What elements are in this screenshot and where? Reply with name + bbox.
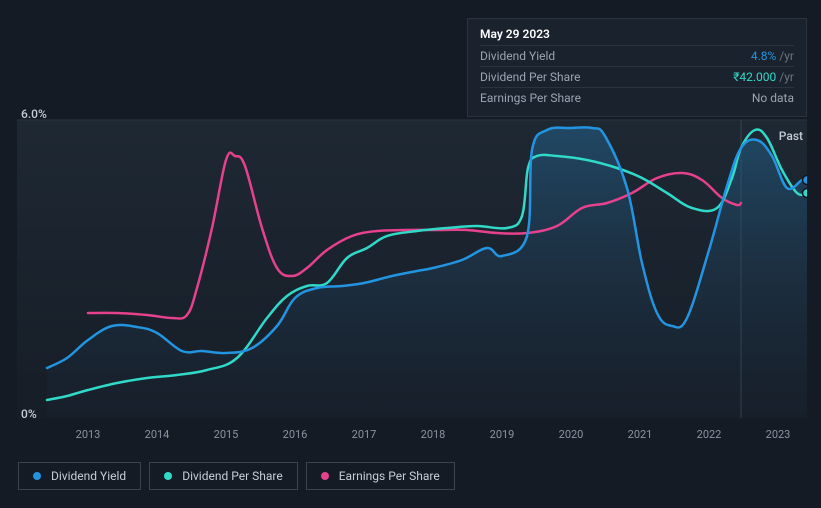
legend-item[interactable]: Dividend Per Share — [149, 462, 298, 490]
chart-tooltip: May 29 2023 Dividend Yield4.8%/yrDividen… — [467, 18, 807, 117]
tooltip-date: May 29 2023 — [480, 27, 794, 45]
legend-dot — [321, 472, 329, 480]
x-tick-label: 2016 — [283, 428, 308, 441]
x-tick-label: 2020 — [559, 428, 584, 441]
x-tick-label: 2022 — [697, 428, 722, 441]
tooltip-row: Dividend Per Share ₹42.000/yr — [480, 66, 794, 87]
x-tick-label: 2017 — [352, 428, 377, 441]
past-label: Past — [779, 129, 803, 143]
chart: 6.0% 0% Past 201320142015201620172018201… — [17, 108, 807, 448]
x-tick-label: 2023 — [766, 428, 791, 441]
tooltip-row: Earnings Per Share No data — [480, 87, 794, 108]
x-tick-label: 2018 — [421, 428, 446, 441]
tooltip-row-value: No data — [752, 91, 794, 105]
y-axis-top-label: 6.0% — [21, 107, 47, 121]
tooltip-row: Dividend Yield 4.8%/yr — [480, 45, 794, 66]
legend-label: Dividend Per Share — [182, 469, 283, 483]
x-tick-label: 2019 — [490, 428, 515, 441]
tooltip-row-unit: /yr — [779, 70, 794, 84]
legend: Dividend Yield Dividend Per Share Earnings… — [18, 462, 455, 490]
x-tick-label: 2014 — [145, 428, 170, 441]
legend-dot — [33, 472, 41, 480]
tooltip-row-label: Dividend Yield — [480, 49, 555, 63]
x-tick-label: 2013 — [76, 428, 101, 441]
tooltip-row-unit: /yr — [779, 49, 794, 63]
legend-dot — [164, 472, 172, 480]
x-tick-label: 2021 — [628, 428, 653, 441]
legend-label: Earnings Per Share — [339, 469, 440, 483]
x-tick-label: 2015 — [214, 428, 239, 441]
chart-canvas[interactable] — [17, 108, 807, 448]
legend-item[interactable]: Earnings Per Share — [306, 462, 455, 490]
legend-label: Dividend Yield — [51, 469, 126, 483]
y-axis-bottom-label: 0% — [21, 407, 37, 421]
tooltip-row-value: 4.8% — [751, 49, 776, 63]
tooltip-row-label: Dividend Per Share — [480, 70, 581, 84]
legend-item[interactable]: Dividend Yield — [18, 462, 141, 490]
tooltip-row-value: ₹42.000 — [733, 70, 776, 84]
x-axis-labels: 2013 2014 2015 2016 2017 2018 2019 2020 2021 2022… — [17, 428, 807, 448]
tooltip-row-label: Earnings Per Share — [480, 91, 581, 105]
